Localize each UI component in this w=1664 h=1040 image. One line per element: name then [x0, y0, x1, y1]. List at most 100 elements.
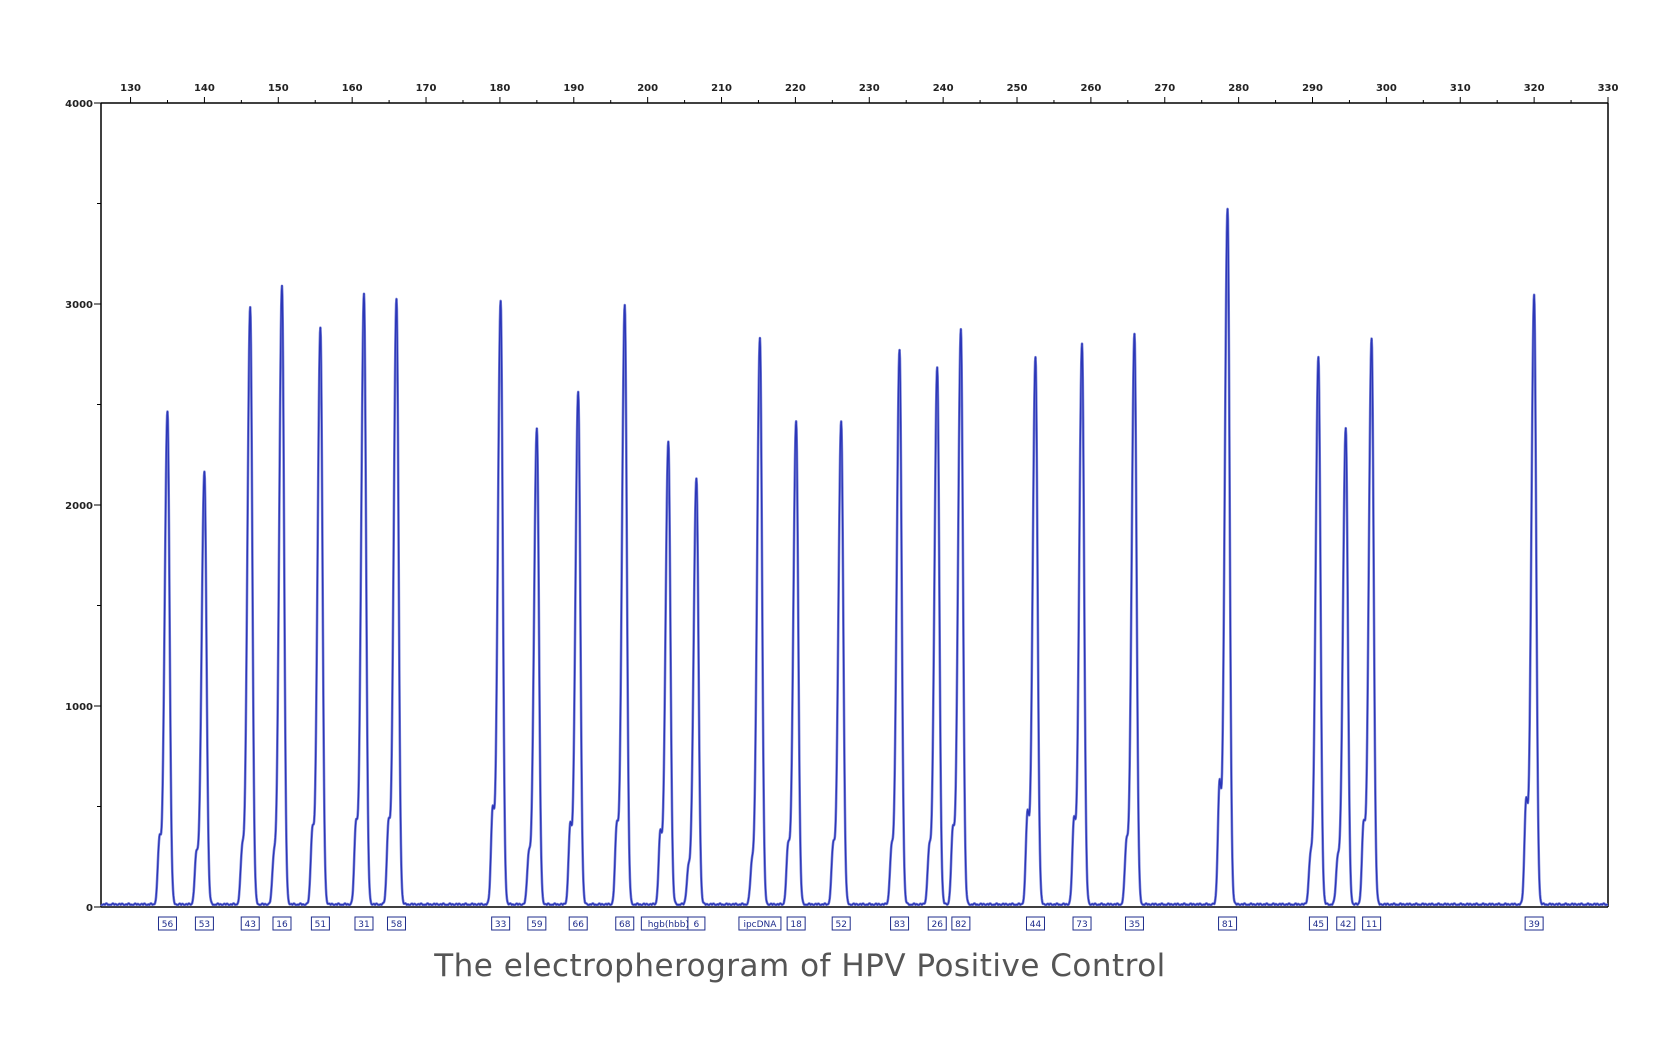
- peak-apex-82: [960, 329, 962, 331]
- peak-apex-68: [623, 305, 626, 307]
- peak-label-box: [927, 916, 947, 931]
- peak-label: ipcDNA: [743, 920, 777, 930]
- peak-label-box: [890, 916, 910, 931]
- peak-label: 52: [835, 920, 846, 930]
- peak-label: 35: [1129, 920, 1140, 930]
- peak-apex-35: [1133, 333, 1136, 335]
- peak-label: 18: [790, 920, 802, 930]
- peak-label: 26: [932, 920, 944, 930]
- peak-label: 59: [531, 920, 543, 930]
- y-tick-label: 4000: [65, 99, 93, 110]
- peak-label-box: [1524, 916, 1544, 931]
- peak-label-box: [568, 916, 588, 931]
- peak-apex-44: [1034, 357, 1037, 360]
- peak-label-box: [738, 916, 782, 931]
- x-tick-label: 130: [120, 83, 141, 94]
- peak-label: 6: [694, 920, 700, 930]
- peak-label: 33: [495, 920, 506, 930]
- peak-apex-83: [898, 349, 901, 352]
- peak-label-box: [1124, 916, 1144, 931]
- x-tick-label: 280: [1228, 83, 1249, 94]
- peak-label-box: [527, 916, 547, 931]
- peak-apex-26: [936, 367, 939, 370]
- peak-apex-45: [1317, 357, 1320, 360]
- y-tick-label: 1000: [65, 702, 93, 713]
- peak-apex-6: [695, 478, 698, 480]
- chart-canvas: 130 140 150 160 170 180 190 200 210 220 230 240 250 2…: [65, 83, 1618, 931]
- peak-label: 11: [1366, 920, 1377, 930]
- peak-apex-52: [840, 421, 843, 424]
- x-tick-label: 170: [416, 83, 437, 94]
- x-tick-label: 220: [785, 83, 806, 94]
- x-tick-label: 270: [1154, 83, 1175, 94]
- peak-label-box: [687, 916, 706, 931]
- peak-apex-58: [395, 299, 398, 301]
- peak-apex-59: [536, 427, 538, 430]
- peak-label: 51: [315, 920, 326, 930]
- peak-apex-66: [577, 391, 580, 394]
- peak-label: 68: [619, 920, 631, 930]
- x-tick-label: 310: [1450, 83, 1471, 94]
- peak-label-box: [1025, 916, 1045, 931]
- y-tick-label: 2000: [65, 501, 93, 512]
- x-tick-label: 160: [342, 83, 363, 94]
- peak-apex-56: [166, 411, 169, 414]
- peak-apex-31: [363, 293, 365, 295]
- peak-label-box: [951, 916, 971, 931]
- peak-apex-11: [1370, 339, 1373, 341]
- peak-label-box: [386, 916, 406, 931]
- electropherogram-chart: 130 140 150 160 170 180 190 200 210 220 230 240 250 2…: [65, 83, 1618, 931]
- peak-label: 53: [199, 920, 210, 930]
- x-tick-label: 140: [194, 83, 215, 94]
- peak-label-box: [310, 916, 330, 931]
- peak-apex-42: [1344, 427, 1347, 430]
- peak-label: 56: [162, 920, 174, 930]
- peak-label: 39: [1528, 920, 1540, 930]
- peak-label-box: [157, 916, 177, 931]
- x-tick-label: 300: [1376, 83, 1397, 94]
- x-tick-label: 190: [563, 83, 584, 94]
- signal-trace: [100, 208, 1609, 906]
- peak-label: 42: [1340, 920, 1351, 930]
- x-tick-label: 240: [933, 83, 954, 94]
- peak-apex-ipcDNA: [759, 337, 761, 339]
- peak-label: 83: [894, 920, 905, 930]
- peak-labels: 56 53 43 16 51 31 58 33 59 66 68 hgb(hbb) 6 ipcDNA 18 5…: [157, 208, 1544, 931]
- peak-label-box: [491, 916, 511, 931]
- x-tick-label: 260: [1080, 83, 1101, 94]
- peak-label-box: [615, 916, 635, 931]
- peak-label-box: [831, 916, 851, 931]
- peak-apex-53: [203, 472, 206, 474]
- peak-apex-16: [281, 285, 283, 287]
- x-tick-label: 230: [859, 83, 880, 94]
- x-tick-label: 320: [1524, 83, 1545, 94]
- peak-label-box: [786, 916, 806, 931]
- peak-label: 66: [572, 920, 584, 930]
- peak-label-box: [354, 916, 374, 931]
- peak-label: 81: [1222, 920, 1233, 930]
- x-tick-label: 210: [711, 83, 732, 94]
- peak-label: 73: [1076, 920, 1087, 930]
- peak-apex-73: [1081, 343, 1083, 346]
- peak-apex-43: [249, 307, 252, 309]
- axes: 130 140 150 160 170 180 190 200 210 220 230 240 250 2…: [65, 83, 1618, 914]
- peak-label: 16: [276, 920, 288, 930]
- peak-label: 45: [1313, 920, 1324, 930]
- x-tick-label: 200: [637, 83, 658, 94]
- trace-layer: [100, 207, 1609, 907]
- peak-label: 43: [244, 920, 255, 930]
- peak-apex-81: [1226, 208, 1229, 211]
- peak-label-box: [1218, 916, 1238, 931]
- peak-label-box: [1308, 916, 1328, 931]
- peak-label: 44: [1030, 920, 1042, 930]
- figure-caption: The electropherogram of HPV Positive Con…: [434, 948, 1166, 984]
- trace-halo: [100, 207, 1609, 907]
- peak-label: 31: [358, 920, 369, 930]
- x-tick-label: 150: [268, 83, 289, 94]
- peak-apex-hgb(hbb): [667, 441, 670, 444]
- peak-apex-33: [499, 301, 502, 303]
- x-tick-label: 180: [489, 83, 510, 94]
- peak-label-box: [272, 916, 292, 931]
- peak-apex-39: [1533, 295, 1535, 297]
- x-tick-label: 290: [1302, 83, 1323, 94]
